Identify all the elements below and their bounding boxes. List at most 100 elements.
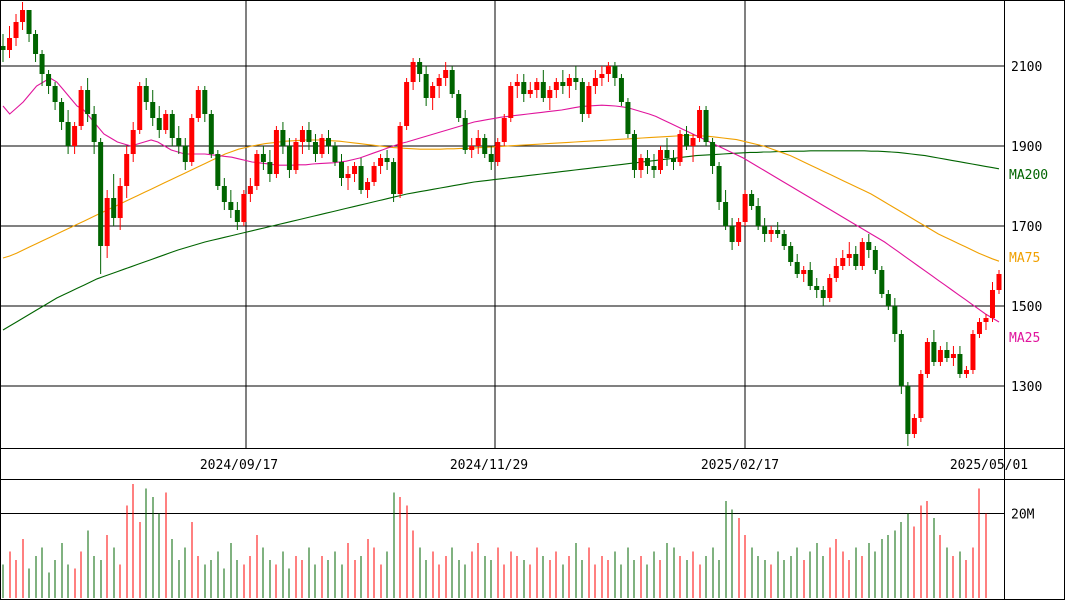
- ma-label: MA25: [1009, 331, 1040, 346]
- candle-body: [130, 130, 136, 154]
- candle-body: [723, 202, 729, 226]
- candle-body: [475, 138, 481, 146]
- candle-body: [586, 86, 592, 114]
- candle-body: [996, 274, 1002, 290]
- candle-body: [423, 74, 429, 98]
- candle-body: [775, 230, 781, 234]
- candle-body: [892, 306, 898, 334]
- candle-body: [976, 322, 982, 334]
- candle-body: [104, 198, 110, 246]
- x-tick-label: 2024/09/17: [200, 458, 278, 473]
- candle-body: [781, 234, 787, 246]
- candle-body: [931, 342, 937, 362]
- candle-body: [91, 114, 97, 142]
- candle-body: [742, 194, 748, 222]
- candle-body: [547, 90, 553, 98]
- y-tick-label: 1900: [1011, 140, 1042, 155]
- candle-body: [605, 66, 611, 74]
- candle-body: [430, 86, 436, 98]
- candle-body: [866, 242, 872, 250]
- candle-body: [710, 142, 716, 166]
- candle-body: [312, 142, 318, 154]
- candle-body: [527, 90, 533, 94]
- candle-body: [111, 198, 117, 218]
- candle-body: [736, 222, 742, 242]
- candle-body: [937, 350, 943, 362]
- candle-body: [215, 154, 221, 186]
- candle-body: [846, 254, 852, 258]
- candle-body: [299, 130, 305, 142]
- candle-body: [72, 126, 78, 146]
- candle-body: [788, 246, 794, 262]
- candle-body: [371, 166, 377, 182]
- candle-body: [879, 270, 885, 294]
- candle-body: [169, 114, 175, 138]
- candle-body: [0, 46, 6, 50]
- candle-body: [176, 138, 182, 146]
- candle-body: [98, 142, 104, 246]
- candle-body: [651, 166, 657, 170]
- candle-body: [833, 266, 839, 278]
- candle-body: [78, 90, 84, 126]
- candle-body: [85, 90, 91, 114]
- candle-body: [814, 286, 820, 290]
- candle-body: [182, 146, 188, 162]
- x-tick-label: 2025/05/01: [950, 458, 1028, 473]
- candle-body: [247, 186, 253, 194]
- candle-body: [566, 78, 572, 86]
- candle-body: [293, 142, 299, 170]
- candle-body: [286, 146, 292, 170]
- candle-body: [501, 118, 507, 142]
- candle-body: [410, 62, 416, 82]
- candle-body: [560, 82, 566, 86]
- candle-body: [859, 242, 865, 266]
- candle-body: [33, 34, 39, 54]
- candle-body: [163, 114, 169, 130]
- candle-body: [644, 158, 650, 166]
- candle-body: [762, 226, 768, 234]
- candle-body: [117, 186, 123, 218]
- candle-body: [234, 210, 240, 222]
- volume-bars: [2, 484, 987, 598]
- candle-body: [664, 150, 670, 158]
- candle-body: [273, 130, 279, 174]
- candle-body: [26, 10, 32, 34]
- candle-body: [716, 166, 722, 202]
- candle-body: [378, 158, 384, 166]
- candle-body: [599, 74, 605, 78]
- candle-body: [970, 334, 976, 370]
- candle-body: [124, 154, 130, 186]
- candle-body: [7, 38, 13, 50]
- volume-tick-label: 20M: [1011, 508, 1035, 523]
- candle-body: [807, 270, 813, 286]
- candle-body: [684, 134, 690, 146]
- candle-body: [202, 90, 208, 114]
- candle-body: [905, 386, 911, 434]
- candle-body: [957, 354, 963, 374]
- grid-layer: [0, 0, 1004, 515]
- candle-body: [65, 122, 71, 146]
- candle-body: [898, 334, 904, 386]
- candle-body: [417, 62, 423, 74]
- candle-body: [989, 290, 995, 318]
- candle-body: [911, 418, 917, 434]
- candle-body: [924, 342, 930, 374]
- candle-body: [495, 142, 501, 162]
- y-tick-label: 1500: [1011, 300, 1042, 315]
- candle-body: [306, 130, 312, 142]
- candle-body: [755, 206, 761, 226]
- candles: [0, 2, 1002, 446]
- candle-body: [462, 118, 468, 150]
- candle-body: [801, 270, 807, 274]
- ma75-line: [2, 134, 1000, 262]
- candle-body: [39, 54, 45, 74]
- candle-body: [365, 182, 371, 190]
- candle-body: [729, 226, 735, 242]
- candle-body: [690, 138, 696, 146]
- candle-body: [150, 102, 156, 118]
- candle-body: [703, 110, 709, 142]
- candle-body: [592, 78, 598, 86]
- candle-body: [872, 250, 878, 270]
- candle-body: [983, 318, 989, 322]
